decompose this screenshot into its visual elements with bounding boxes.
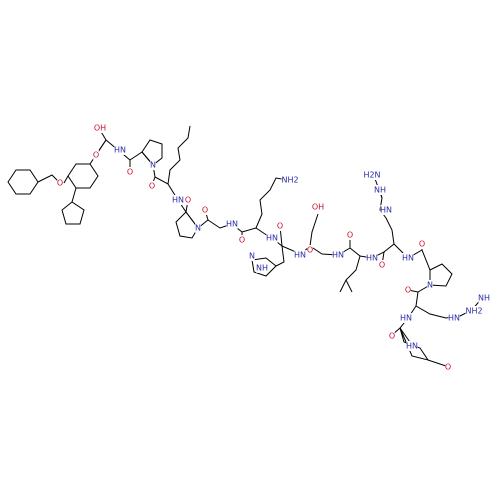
atom-label: HN bbox=[366, 254, 378, 263]
atom-label: O bbox=[405, 286, 411, 295]
label-background bbox=[249, 251, 255, 261]
label-background bbox=[478, 293, 490, 303]
label-background bbox=[256, 263, 268, 273]
atom-label: O bbox=[389, 332, 395, 341]
atom-label: HN bbox=[448, 314, 460, 323]
label-background bbox=[266, 233, 278, 243]
bond bbox=[345, 279, 353, 293]
atom-label: HN bbox=[402, 254, 414, 263]
atom-label: HN bbox=[332, 251, 344, 260]
atom-label: HN bbox=[380, 206, 392, 215]
atom-label: HN bbox=[406, 342, 418, 351]
atom-label: O bbox=[277, 222, 283, 231]
label-background bbox=[114, 145, 126, 155]
atom-label: HN bbox=[226, 220, 238, 229]
bond bbox=[275, 245, 285, 267]
atom-label: O bbox=[57, 179, 63, 188]
label-background bbox=[380, 205, 392, 215]
label-background bbox=[465, 306, 483, 316]
atom-label: O bbox=[202, 206, 208, 215]
atom-label: O bbox=[445, 363, 451, 372]
lysine-chain bbox=[255, 177, 289, 229]
pyrrolidine bbox=[429, 263, 453, 287]
bond bbox=[71, 187, 77, 203]
atom-label: O bbox=[149, 182, 155, 191]
norleucine-chain bbox=[154, 125, 191, 185]
label-background bbox=[312, 202, 324, 212]
arginine-chain bbox=[379, 189, 395, 253]
label-background bbox=[307, 245, 313, 255]
label-background bbox=[281, 175, 299, 185]
label-background bbox=[172, 195, 184, 205]
leucine-chain bbox=[339, 247, 361, 293]
label-background bbox=[400, 313, 412, 323]
cyclopentyl bbox=[61, 201, 85, 225]
atom-label: NH2 bbox=[281, 176, 298, 185]
atom-label: H2N bbox=[363, 171, 380, 180]
label-background bbox=[149, 181, 155, 191]
imidazole bbox=[251, 257, 277, 277]
atom-label: N bbox=[249, 252, 255, 261]
label-background bbox=[374, 185, 386, 195]
label-background bbox=[332, 250, 344, 260]
label-background bbox=[347, 230, 353, 240]
atom-label: O bbox=[93, 151, 99, 160]
label-background bbox=[402, 253, 414, 263]
pyrrolidinone bbox=[399, 327, 430, 361]
bonds bbox=[7, 125, 483, 367]
atom-label: NH bbox=[256, 264, 268, 273]
label-background bbox=[419, 239, 425, 249]
label-background bbox=[226, 219, 238, 229]
label-background bbox=[427, 280, 433, 290]
atom-label: HN bbox=[266, 234, 278, 243]
label-background bbox=[366, 253, 378, 263]
label-background bbox=[94, 123, 106, 133]
atom-label: HN bbox=[294, 251, 306, 260]
label-background bbox=[93, 150, 99, 160]
atom-label: O bbox=[379, 261, 385, 270]
aryl-ring bbox=[67, 163, 99, 189]
label-background bbox=[445, 362, 451, 372]
atom-label: N bbox=[150, 161, 156, 170]
label-background bbox=[239, 235, 245, 245]
atom-label: OH bbox=[312, 203, 324, 212]
label-background bbox=[405, 285, 411, 295]
bond bbox=[427, 359, 447, 367]
label-background bbox=[363, 170, 381, 180]
label-background bbox=[150, 160, 156, 170]
label-background bbox=[195, 223, 201, 233]
atom-label: NH bbox=[478, 294, 490, 303]
label-background bbox=[185, 195, 191, 205]
atom-label: NH bbox=[374, 186, 386, 195]
atom-label: HN bbox=[114, 146, 126, 155]
atom-label: HN bbox=[400, 314, 412, 323]
atom-label: OH bbox=[94, 124, 106, 133]
atom-label: HN bbox=[172, 196, 184, 205]
label-background bbox=[127, 167, 133, 177]
atom-label: O bbox=[347, 231, 353, 240]
label-background bbox=[277, 221, 283, 231]
label-background bbox=[448, 313, 460, 323]
atom-label: O bbox=[127, 168, 133, 177]
label-background bbox=[389, 331, 395, 341]
benzene-ring bbox=[7, 169, 39, 195]
label-background bbox=[379, 260, 385, 270]
bond bbox=[63, 175, 69, 184]
label-background bbox=[406, 341, 418, 351]
label-background bbox=[294, 250, 306, 260]
label-background bbox=[57, 178, 63, 188]
atom-label: N bbox=[427, 281, 433, 290]
atom-label: O bbox=[307, 246, 313, 255]
bond bbox=[359, 251, 385, 266]
atom-label: O bbox=[419, 240, 425, 249]
atom-label: N bbox=[195, 224, 201, 233]
atom-label: O bbox=[239, 236, 245, 245]
atom-label: O bbox=[185, 196, 191, 205]
atom-label: NH2 bbox=[465, 307, 482, 316]
label-background bbox=[202, 205, 208, 215]
